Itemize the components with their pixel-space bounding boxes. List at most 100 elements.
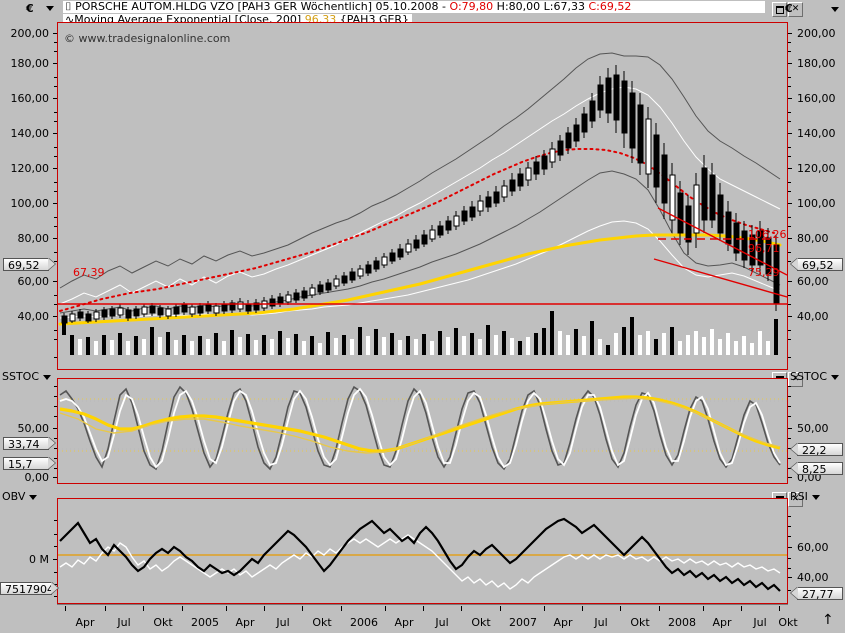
obv-rsi-canvas xyxy=(58,517,787,592)
obv-label-left: OBV xyxy=(2,490,26,503)
title-glyph: ⌷ xyxy=(65,0,76,13)
x-label-13: Jul xyxy=(594,616,608,629)
sstoc-flag-left-2[interactable]: 15,7 xyxy=(3,457,56,471)
y-label-r-2: 160,00 xyxy=(797,92,836,105)
x-label-12: Apr xyxy=(553,616,573,629)
high-label-text: H: xyxy=(496,0,509,13)
rsi-y-r-1: 40,00 xyxy=(797,571,829,584)
x-label-5: Jul xyxy=(276,616,290,629)
x-label-1: Jul xyxy=(117,616,131,629)
x-label-0: Apr xyxy=(75,616,95,629)
sstoc-y-r-1: 0,00 xyxy=(797,471,822,484)
sstoc-label-right: SSTOC xyxy=(790,370,828,383)
x-label-14: Okt xyxy=(630,616,650,629)
rsi-y-r-0: 60,00 xyxy=(797,541,829,554)
x-label-9: Jul xyxy=(435,616,449,629)
close-icon-obv[interactable]: ✕ xyxy=(788,492,803,507)
open-label: O: xyxy=(449,0,462,13)
price-last-flag-right[interactable]: 69,52 xyxy=(790,258,843,272)
price-chart-panel[interactable]: 106,26 96,71 75,29 67,39 xyxy=(57,22,788,370)
y-label-r-1: 180,00 xyxy=(797,57,836,70)
sstoc-y-r-0: 50,00 xyxy=(797,422,829,435)
y-label-r-6: 80,00 xyxy=(797,232,829,245)
chevron-down-icon-right[interactable] xyxy=(831,7,839,12)
y-label-r-3: 140,00 xyxy=(797,127,836,140)
y-label-l-0: 200,00 xyxy=(10,27,50,40)
chevron-down-icon-obv-left[interactable] xyxy=(29,494,38,500)
sstoc-chart-panel[interactable] xyxy=(57,378,788,484)
chevron-down-icon-left[interactable] xyxy=(46,6,54,11)
high-value: 80,00 xyxy=(508,0,541,13)
maximize-icon[interactable] xyxy=(772,2,787,17)
sstoc-y-l-1: 0,00 xyxy=(24,471,50,484)
x-axis-line xyxy=(57,604,788,605)
y-label-l-2: 160,00 xyxy=(10,92,50,105)
x-label-8: Apr xyxy=(394,616,414,629)
currency-dropdown-left[interactable]: € xyxy=(20,2,54,16)
sstoc-y-l-0: 50,00 xyxy=(17,422,50,435)
x-label-7: 2006 xyxy=(350,616,378,629)
y-label-l-8: 40,00 xyxy=(17,310,50,323)
obv-panel-title-left[interactable]: OBV xyxy=(2,490,38,504)
y-label-l-6: 80,00 xyxy=(17,232,50,245)
currency-dropdown-right[interactable]: € xyxy=(785,2,841,16)
price-y-axis-right[interactable]: 200,00 180,00 160,00 140,00 120,00 100,0… xyxy=(788,22,845,370)
chevron-down-icon-sstoc-left[interactable] xyxy=(43,374,52,380)
open-value: 79,80 xyxy=(461,0,494,13)
support-level-label: 67,39 xyxy=(73,266,105,279)
close-label: C: xyxy=(588,0,600,13)
x-label-18: Okt xyxy=(778,616,798,629)
obv-rsi-chart-panel[interactable] xyxy=(57,498,788,604)
low-value: 67,33 xyxy=(553,0,586,13)
sstoc-flag-right-2[interactable]: 8,25 xyxy=(790,462,843,476)
rsi-y-axis-right[interactable]: 60,00 40,00 xyxy=(788,498,845,604)
sstoc-flag-left-1[interactable]: 33,74 xyxy=(3,437,56,451)
annotation-value-2: 96,71 xyxy=(748,242,780,255)
sstoc-flag-right-1[interactable]: 22,2 xyxy=(790,443,843,457)
price-last-flag-left[interactable]: 69,52 xyxy=(3,258,56,272)
sstoc-panel-title-right[interactable]: SSTOC xyxy=(790,370,840,384)
y-label-r-4: 120,00 xyxy=(797,162,836,175)
y-label-r-7: 60,00 xyxy=(797,275,829,288)
rsi-flag-right[interactable]: 27,77 xyxy=(790,587,843,601)
y-label-l-1: 180,00 xyxy=(10,57,50,70)
indicator-glyph: ∿ xyxy=(65,13,75,26)
x-label-6: Okt xyxy=(312,616,332,629)
x-label-16: Apr xyxy=(712,616,732,629)
rsi-label-right: RSI xyxy=(790,490,808,503)
x-label-2: Okt xyxy=(153,616,173,629)
x-label-17: Jul xyxy=(753,616,767,629)
rsi-panel-title-right[interactable]: RSI xyxy=(790,490,820,504)
y-label-r-5: 100,00 xyxy=(797,197,836,210)
y-label-l-3: 140,00 xyxy=(10,127,50,140)
cursor-arrow-icon: ↑ xyxy=(822,612,834,628)
sstoc-y-axis-right[interactable]: 50,00 0,00 xyxy=(788,378,845,484)
title-bar: € ⌷ PORSCHE AUTOM.HLDG VZO [PAH3 GER Wöc… xyxy=(0,0,845,26)
y-label-l-5: 100,00 xyxy=(10,197,50,210)
watermark: © www.tradesignalonline.com xyxy=(64,32,231,45)
euro-symbol-left: € xyxy=(26,2,34,15)
annotation-value-3: 75,29 xyxy=(748,266,780,279)
sstoc-panel-title-left[interactable]: SSTOC xyxy=(2,370,52,384)
chevron-down-icon-rsi-right[interactable] xyxy=(811,494,820,500)
chart-title: ⌷ PORSCHE AUTOM.HLDG VZO [PAH3 GER Wöche… xyxy=(63,1,765,13)
x-label-11: 2007 xyxy=(509,616,537,629)
y-label-l-4: 120,00 xyxy=(10,162,50,175)
obv-y-l-0: 0 M xyxy=(29,553,49,566)
price-chart-canvas xyxy=(58,52,787,355)
price-y-axis-left[interactable]: 200,00 180,00 160,00 140,00 120,00 100,0… xyxy=(0,22,57,370)
close-icon-sstoc[interactable]: ✕ xyxy=(788,372,803,387)
y-label-r-0: 200,00 xyxy=(797,27,836,40)
x-axis[interactable]: Apr Jul Okt 2005 Apr Jul Okt 2006 Apr Ju… xyxy=(57,606,798,632)
sstoc-canvas xyxy=(58,385,787,471)
y-label-l-7: 60,00 xyxy=(17,275,50,288)
sstoc-label-left: SSTOC xyxy=(2,370,40,383)
title-main: PORSCHE AUTOM.HLDG VZO [PAH3 GER Wöchent… xyxy=(75,0,450,13)
low-label: L: xyxy=(543,0,554,13)
close-icon[interactable]: ✕ xyxy=(788,2,803,17)
obv-flag-left[interactable]: 7517904 xyxy=(0,582,59,596)
x-label-3: 2005 xyxy=(191,616,219,629)
chevron-down-icon-sstoc-right[interactable] xyxy=(831,374,840,380)
price-panel-window-buttons[interactable]: ✕ xyxy=(772,2,803,17)
